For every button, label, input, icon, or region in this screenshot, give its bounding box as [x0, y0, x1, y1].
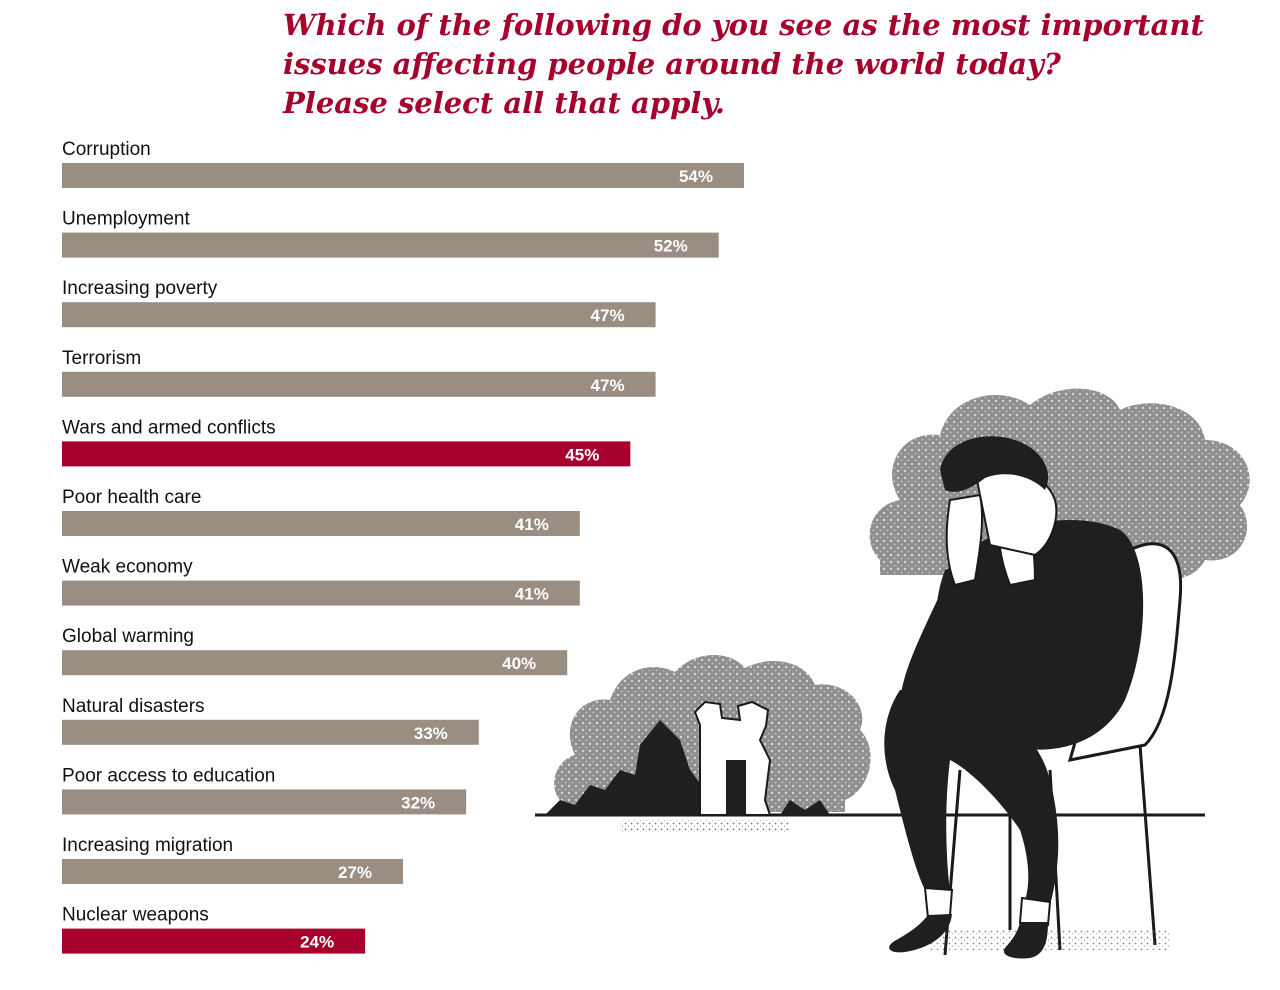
- bar: [62, 580, 580, 606]
- bar: [62, 302, 656, 328]
- bar: [62, 928, 366, 954]
- value-label: 54%: [679, 167, 713, 186]
- bar: [62, 789, 467, 815]
- illustration: [535, 388, 1250, 959]
- title-line-3: Please select all that apply.: [283, 86, 725, 120]
- category-label: Weak economy: [62, 557, 193, 578]
- value-label: 24%: [300, 933, 334, 952]
- category-label: Increasing migration: [62, 835, 233, 856]
- value-label: 27%: [338, 863, 372, 882]
- category-label: Global warming: [62, 626, 194, 647]
- ruined-building-icon: [545, 700, 830, 816]
- value-label: 40%: [502, 654, 536, 673]
- sad-person-icon: [884, 436, 1144, 959]
- value-label: 32%: [401, 793, 435, 812]
- title-line-1: Which of the following do you see as the…: [283, 8, 1204, 42]
- title-line-2: issues affecting people around the world…: [283, 47, 1061, 81]
- bar: [62, 650, 568, 676]
- bar: [62, 232, 719, 258]
- value-label: 41%: [515, 515, 549, 534]
- value-label: 47%: [591, 306, 625, 325]
- bar: [62, 441, 631, 467]
- value-label: 47%: [591, 376, 625, 395]
- bar: [62, 371, 656, 397]
- value-label: 52%: [654, 237, 688, 256]
- ground-speckle: [620, 820, 790, 832]
- category-label: Increasing poverty: [62, 278, 218, 299]
- category-label: Terrorism: [62, 348, 141, 369]
- bar: [62, 859, 403, 884]
- bar: [62, 163, 744, 188]
- category-label: Natural disasters: [62, 696, 205, 717]
- category-label: Poor access to education: [62, 765, 275, 786]
- bar: [62, 511, 580, 536]
- floor-shadow: [930, 930, 1170, 950]
- category-label: Wars and armed conflicts: [62, 417, 276, 438]
- category-label: Unemployment: [62, 209, 190, 230]
- value-label: 45%: [565, 445, 599, 464]
- category-label: Poor health care: [62, 487, 201, 508]
- category-label: Nuclear weapons: [62, 905, 209, 926]
- bar: [62, 719, 479, 745]
- bar-chart: Corruption 54% Unemployment 52% Increasing p…: [62, 139, 744, 954]
- value-label: 33%: [414, 724, 448, 743]
- value-label: 41%: [515, 585, 549, 604]
- category-label: Corruption: [62, 139, 151, 160]
- chart-title: Which of the following do you see as the…: [283, 6, 1204, 123]
